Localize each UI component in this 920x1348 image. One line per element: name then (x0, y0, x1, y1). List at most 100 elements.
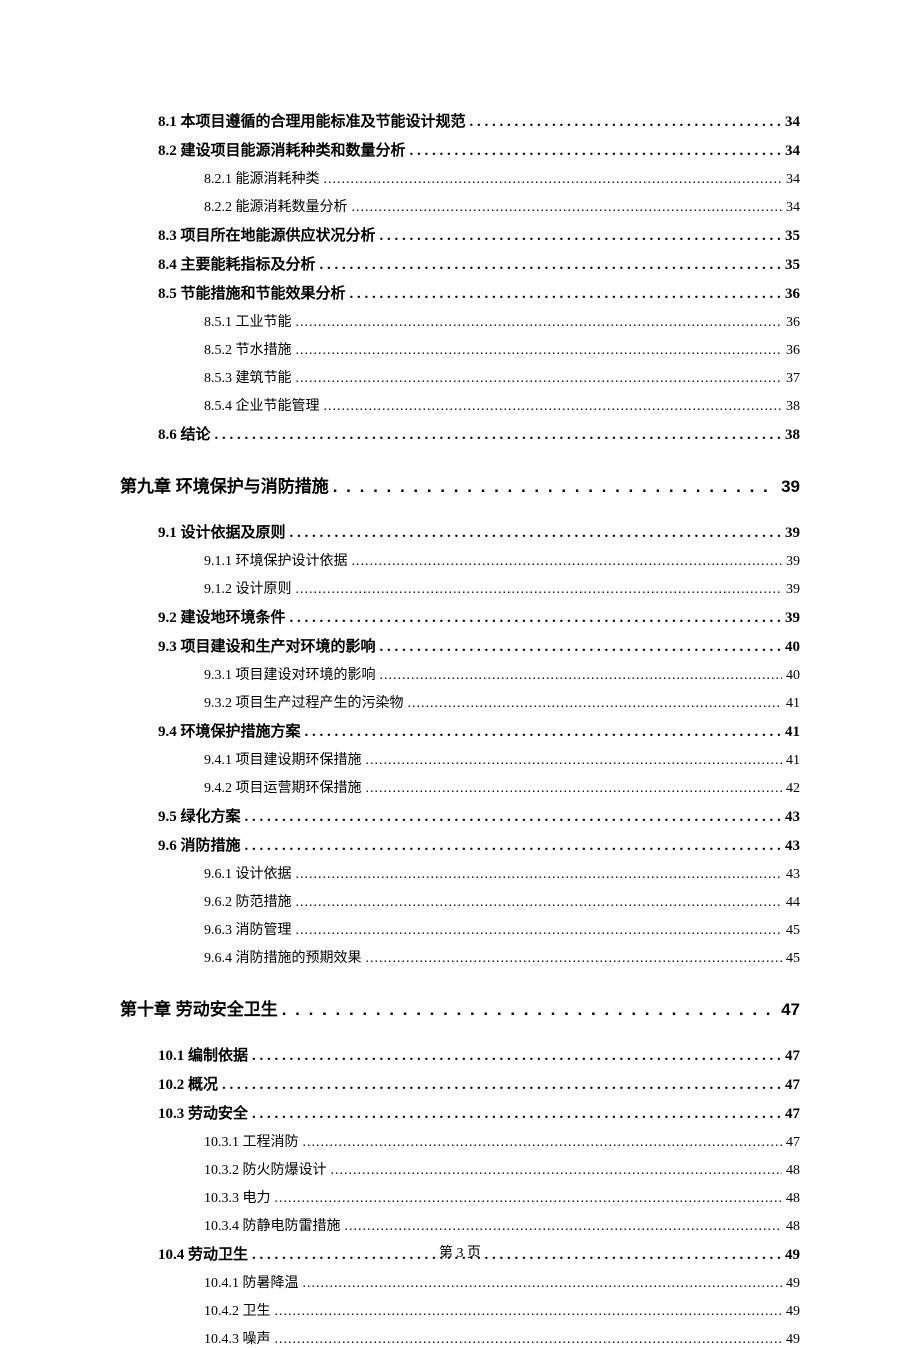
toc-entry-page: 47 (785, 1077, 800, 1094)
toc-entry: 8.4 主要能耗指标及分析 35 (158, 253, 800, 274)
toc-leader-dots (380, 668, 783, 684)
toc-entry-label: 10.1 编制依据 (158, 1044, 248, 1065)
toc-entry-page: 34 (786, 172, 800, 188)
toc-leader-dots (290, 525, 781, 542)
toc-entry-page: 49 (786, 1304, 800, 1320)
toc-entry-label: 9.3 项目建设和生产对环境的影响 (158, 635, 376, 656)
toc-leader-dots (366, 781, 783, 797)
toc-leader-dots (303, 1276, 783, 1292)
toc-entry: 9.6.2 防范措施44 (204, 891, 800, 911)
toc-entry-page: 34 (786, 200, 800, 216)
toc-entry-label: 9.2 建设地环境条件 (158, 606, 286, 627)
toc-entry-label: 8.4 主要能耗指标及分析 (158, 253, 316, 274)
toc-leader-dots (275, 1191, 783, 1207)
toc-entry-label: 8.5 节能措施和节能效果分析 (158, 282, 346, 303)
toc-leader-dots (345, 1219, 783, 1235)
toc-leader-dots (366, 753, 783, 769)
toc-entry-page: 43 (786, 867, 800, 883)
page-footer: 第 3 页 (0, 1242, 920, 1262)
toc-leader-dots (252, 1106, 781, 1123)
toc-entry-label: 9.6.4 消防措施的预期效果 (204, 947, 362, 967)
toc-entry: 8.2.2 能源消耗数量分析 34 (204, 196, 800, 216)
toc-entry: 10.2 概况 47 (158, 1073, 800, 1094)
toc-entry: 10.3.4 防静电防雷措施48 (204, 1215, 800, 1235)
toc-entry-label: 8.5.3 建筑节能 (204, 367, 292, 387)
toc-entry-label: 9.1.2 设计原则 (204, 578, 292, 598)
toc-entry-label: 10.4.1 防暑降温 (204, 1272, 299, 1292)
toc-entry: 10.4.1 防暑降温49 (204, 1272, 800, 1292)
toc-entry-label: 9.6.3 消防管理 (204, 919, 292, 939)
toc-entry-label: 10.2 概况 (158, 1073, 218, 1094)
toc-leader-dots (290, 610, 781, 627)
toc-leader-dots (380, 228, 781, 245)
toc-entry-page: 39 (781, 477, 800, 497)
toc-entry-label: 9.3.1 项目建设对环境的影响 (204, 664, 376, 684)
toc-entry-label: 10.3.4 防静电防雷措施 (204, 1215, 341, 1235)
toc-entry-label: 9.5 绿化方案 (158, 805, 241, 826)
toc-entry-page: 47 (785, 1048, 800, 1065)
toc-entry: 第九章 环境保护与消防措施39 (120, 472, 800, 497)
toc-leader-dots (215, 427, 781, 444)
toc-leader-dots (296, 895, 783, 911)
toc-entry-page: 37 (786, 371, 800, 387)
toc-leader-dots (408, 696, 783, 712)
toc-entry-page: 41 (786, 696, 800, 712)
toc-entry-label: 9.4 环境保护措施方案 (158, 720, 301, 741)
toc-entry-page: 35 (785, 257, 800, 274)
toc-entry: 9.4.2 项目运营期环保措施42 (204, 777, 800, 797)
toc-entry-page: 47 (785, 1106, 800, 1123)
toc-entry-label: 9.4.2 项目运营期环保措施 (204, 777, 362, 797)
toc-entry: 10.4.3 噪声49 (204, 1328, 800, 1348)
toc-leader-dots (296, 371, 783, 387)
toc-leader-dots (296, 923, 783, 939)
toc-entry-page: 47 (781, 1000, 800, 1020)
toc-entry-label: 10.3.3 电力 (204, 1187, 271, 1207)
toc-entry: 9.3 项目建设和生产对环境的影响40 (158, 635, 800, 656)
toc-entry-label: 8.5.2 节水措施 (204, 339, 292, 359)
toc-entry-label: 9.1.1 环境保护设计依据 (204, 550, 348, 570)
toc-entry-page: 41 (785, 724, 800, 741)
toc-entry-page: 39 (785, 525, 800, 542)
toc-entry-page: 34 (785, 114, 800, 131)
toc-entry: 9.6.3 消防管理 45 (204, 919, 800, 939)
toc-entry: 10.3.1 工程消防47 (204, 1131, 800, 1151)
toc-entry-page: 40 (786, 668, 800, 684)
toc-entry-page: 34 (785, 143, 800, 160)
toc-entry-page: 38 (786, 399, 800, 415)
toc-entry: 10.4.2 卫生 49 (204, 1300, 800, 1320)
toc-entry-label: 8.5.4 企业节能管理 (204, 395, 320, 415)
toc-entry-page: 39 (785, 610, 800, 627)
toc-entry-page: 43 (785, 838, 800, 855)
toc-entry-page: 45 (786, 923, 800, 939)
toc-entry: 8.1 本项目遵循的合理用能标准及节能设计规范34 (158, 110, 800, 131)
toc-leader-dots (303, 1135, 783, 1151)
toc-entry-label: 10.3 劳动安全 (158, 1102, 248, 1123)
toc-entry-page: 35 (785, 228, 800, 245)
toc-entry-label: 10.4.2 卫生 (204, 1300, 271, 1320)
toc-entry-label: 9.6.2 防范措施 (204, 891, 292, 911)
toc-entry: 8.3 项目所在地能源供应状况分析35 (158, 224, 800, 245)
toc-entry-label: 8.5.1 工业节能 (204, 311, 292, 331)
toc-entry: 9.1 设计依据及原则39 (158, 521, 800, 542)
toc-entry-label: 8.2.2 能源消耗数量分析 (204, 196, 348, 216)
toc-entry: 9.4.1 项目建设期环保措施41 (204, 749, 800, 769)
toc-leader-dots (352, 554, 783, 570)
toc-leader-dots (305, 724, 781, 741)
toc-entry: 9.1.1 环境保护设计依据39 (204, 550, 800, 570)
toc-leader-dots (222, 1077, 781, 1094)
toc-entry: 9.1.2 设计原则39 (204, 578, 800, 598)
toc-entry-page: 41 (786, 753, 800, 769)
toc-entry-label: 10.3.2 防火防爆设计 (204, 1159, 327, 1179)
toc-entry: 9.5 绿化方案43 (158, 805, 800, 826)
toc-entry-label: 8.2 建设项目能源消耗种类和数量分析 (158, 139, 406, 160)
toc-leader-dots (350, 286, 781, 303)
toc-entry-label: 8.6 结论 (158, 423, 211, 444)
toc-leader-dots (275, 1332, 783, 1348)
toc-entry: 9.2 建设地环境条件 39 (158, 606, 800, 627)
toc-leader-dots (296, 343, 783, 359)
toc-entry-page: 38 (785, 427, 800, 444)
toc-leader-dots (333, 477, 777, 497)
toc-entry-label: 9.6.1 设计依据 (204, 863, 292, 883)
toc-entry: 10.3.3 电力48 (204, 1187, 800, 1207)
toc-leader-dots (296, 867, 783, 883)
